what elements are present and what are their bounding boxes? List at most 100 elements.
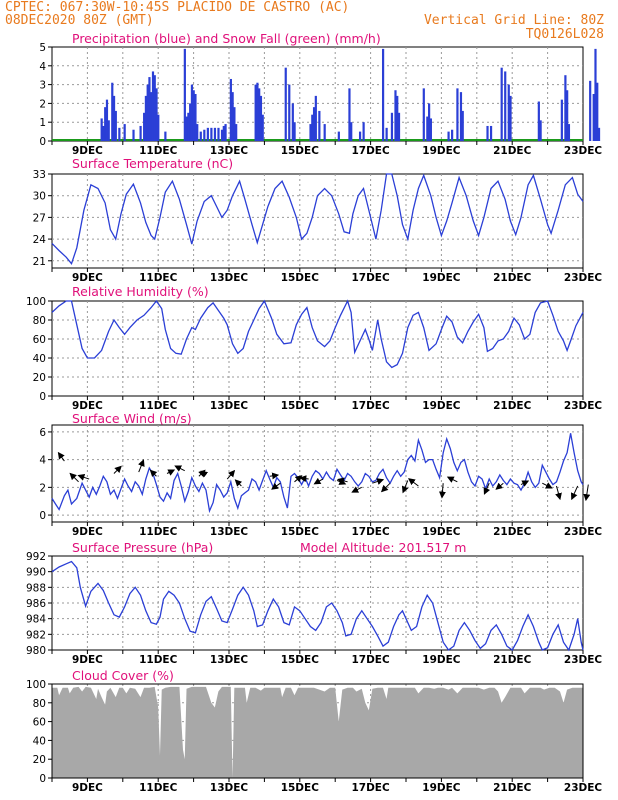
panel-frame <box>51 300 584 397</box>
precip-bar <box>312 107 316 141</box>
wind-direction-arrow <box>570 485 579 501</box>
precip-bar <box>589 80 592 141</box>
x-tick-label: 9DEC <box>72 145 103 157</box>
x-tick-label: 13DEC <box>210 526 249 538</box>
panel-frame <box>51 173 584 269</box>
wind-direction-arrow <box>313 477 324 485</box>
y-tick-label: 992 <box>26 551 46 563</box>
x-tick-label: 15DEC <box>281 782 320 794</box>
precip-bar <box>146 84 149 141</box>
panel-frame-top <box>51 683 584 779</box>
y-tick-label: 4 <box>39 455 46 467</box>
y-tick-label: 980 <box>26 645 46 657</box>
precip-bar <box>451 129 454 141</box>
precip-bar <box>566 90 569 141</box>
x-tick-label: 19DEC <box>422 145 461 157</box>
precip-bar <box>381 48 385 141</box>
x-tick-label: 19DEC <box>422 782 461 794</box>
precip-bar <box>318 110 321 141</box>
x-tick-label: 11DEC <box>139 782 178 794</box>
precip-bar <box>560 99 563 141</box>
precip-bar <box>114 110 117 141</box>
precip-bar <box>500 67 503 141</box>
x-tick-label: 17DEC <box>351 145 390 157</box>
precip-bar <box>256 82 259 141</box>
series-line <box>51 433 584 514</box>
wind-direction-arrow <box>69 472 79 483</box>
wind-direction-arrow <box>234 479 243 487</box>
y-tick-label: 5 <box>39 42 46 54</box>
x-tick-label: 13DEC <box>210 145 249 157</box>
precip-bar <box>102 125 105 141</box>
x-tick-label: 9DEC <box>72 526 103 538</box>
wind-direction-arrow <box>174 465 185 472</box>
precip-bar <box>426 116 429 141</box>
cloud-cover-area <box>52 686 583 778</box>
wind-direction-arrow <box>495 482 504 490</box>
precip-bar <box>150 92 153 141</box>
y-tick-label: 20 <box>33 372 46 384</box>
x-tick-label: 19DEC <box>422 272 461 284</box>
precip-bar <box>456 88 459 141</box>
panel-3 <box>48 299 584 400</box>
precip-bar <box>385 127 388 141</box>
x-tick-label: 23DEC <box>564 782 603 794</box>
precip-bar <box>592 94 595 141</box>
precip-bar <box>461 110 464 141</box>
y-tick-label: 60 <box>33 717 46 729</box>
panel-title: Precipitation (blue) and Snow Fall (gree… <box>72 31 381 46</box>
panel-frame <box>51 424 584 523</box>
vertical-grid-line-label: Vertical Grid Line: 80Z <box>423 13 604 28</box>
precip-bar <box>596 82 599 141</box>
precip-bar <box>203 129 206 141</box>
precip-bar <box>288 84 291 141</box>
precip-bar <box>428 103 431 141</box>
precip-bar <box>539 120 542 141</box>
y-tick-label: 40 <box>33 735 46 747</box>
precip-bar <box>293 122 296 141</box>
y-tick-label: 986 <box>26 598 46 610</box>
x-tick-label: 21DEC <box>493 272 532 284</box>
precip-bar <box>429 118 432 141</box>
x-tick-label: 15DEC <box>281 272 320 284</box>
precip-bar <box>217 127 220 141</box>
y-tick-label: 24 <box>33 234 47 246</box>
y-tick-label: 80 <box>33 698 46 710</box>
precip-bar <box>155 88 158 141</box>
x-tick-label: 15DEC <box>281 654 320 666</box>
x-tick-label: 11DEC <box>139 272 178 284</box>
x-tick-label: 21DEC <box>493 400 532 412</box>
y-tick-label: 30 <box>33 191 46 203</box>
precip-bar <box>537 101 540 141</box>
x-tick-label: 13DEC <box>210 272 249 284</box>
y-tick-label: 0 <box>39 136 46 148</box>
y-tick-label: 100 <box>26 679 46 691</box>
precip-bar <box>112 95 116 141</box>
y-tick-label: 984 <box>26 614 46 626</box>
precip-bar <box>206 127 209 141</box>
x-tick-label: 23DEC <box>564 145 603 157</box>
wind-direction-arrow <box>138 459 145 473</box>
precip-bar <box>564 75 567 141</box>
x-tick-label: 9DEC <box>72 272 103 284</box>
panel-1 <box>48 46 601 145</box>
precip-bar <box>258 88 261 141</box>
wind-direction-arrow <box>407 478 419 487</box>
wind-direction-arrow <box>166 469 176 476</box>
x-tick-label: 15DEC <box>281 526 320 538</box>
precip-bar <box>164 131 167 141</box>
precip-bar <box>229 78 232 141</box>
panel-6 <box>48 683 584 782</box>
precip-bar <box>210 127 213 141</box>
wind-direction-arrow <box>372 478 385 485</box>
precip-bar <box>311 114 314 141</box>
series-line <box>51 560 584 652</box>
wind-direction-arrow <box>555 485 562 501</box>
x-tick-label: 13DEC <box>210 654 249 666</box>
precip-bar <box>144 95 148 141</box>
x-tick-label: 21DEC <box>493 654 532 666</box>
y-tick-label: 100 <box>26 296 46 308</box>
precip-bar <box>132 129 135 141</box>
precip-bar <box>396 95 399 141</box>
wind-direction-arrow <box>269 472 280 480</box>
